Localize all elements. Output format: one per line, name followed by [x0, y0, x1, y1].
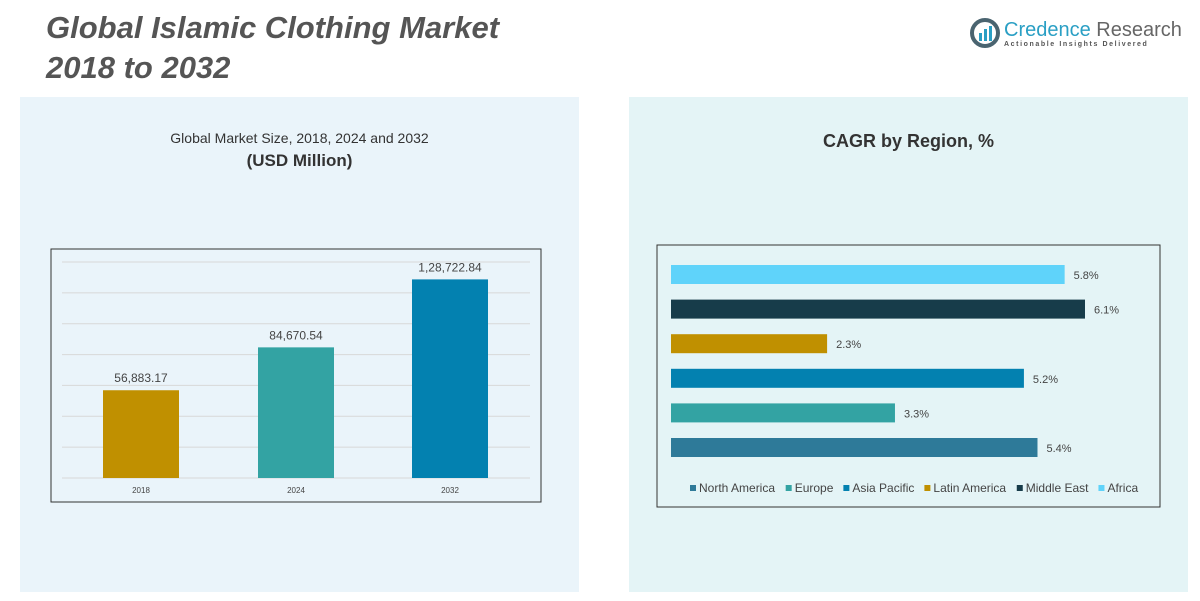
legend-swatch — [785, 485, 792, 491]
legend-swatch — [924, 485, 931, 491]
data-label: 56,883.17 — [114, 371, 168, 385]
data-label: 5.2% — [1033, 374, 1058, 386]
data-label: 2.3% — [836, 339, 861, 351]
data-label: 3.3% — [904, 408, 929, 420]
data-label: 84,670.54 — [269, 328, 323, 342]
page-title: Global Islamic Clothing Market 2018 to 20… — [46, 10, 500, 85]
legend-swatch — [1016, 485, 1023, 491]
legend-item: Latin America — [933, 481, 1006, 495]
bar-asia-pacific — [671, 368, 1024, 388]
bar-latin-america — [671, 334, 828, 354]
hbar-chart-frame — [656, 244, 1161, 508]
bar-2032 — [412, 279, 488, 478]
legend-item: Europe — [795, 481, 834, 495]
legend-item: North America — [699, 481, 775, 495]
legend-item: Africa — [1107, 481, 1138, 495]
data-label: 5.4% — [1046, 443, 1071, 455]
legend-item: Middle East — [1026, 481, 1089, 495]
data-label: 1,28,722.84 — [418, 260, 482, 274]
bar-europe — [671, 403, 895, 423]
x-tick-label: 2024 — [287, 486, 305, 495]
cagr-panel: CAGR by Region, % — [629, 97, 1188, 592]
bar-2018 — [103, 390, 179, 478]
data-label: 5.8% — [1074, 270, 1099, 282]
bar-africa — [671, 265, 1065, 284]
chart-title: CAGR by Region, % — [822, 131, 994, 151]
logo: Credence Research Actionable Insights Del… — [970, 18, 1182, 48]
legend-swatch — [1098, 485, 1105, 491]
logo-icon — [970, 18, 1000, 48]
legend-swatch — [690, 485, 696, 491]
bar-2024 — [258, 347, 334, 478]
data-label: 6.1% — [1094, 305, 1119, 317]
legend-swatch — [843, 485, 850, 491]
bar-north-america — [671, 438, 1038, 457]
x-tick-label: 2032 — [441, 486, 459, 495]
bar-chart-frame — [50, 248, 542, 503]
legend-item: Asia Pacific — [852, 481, 914, 495]
bar-middle-east — [671, 299, 1085, 319]
chart-subtitle: (USD Million) — [246, 151, 353, 170]
x-tick-label: 2018 — [132, 486, 150, 495]
chart-title: Global Market Size, 2018, 2024 and 2032 — [170, 130, 429, 146]
